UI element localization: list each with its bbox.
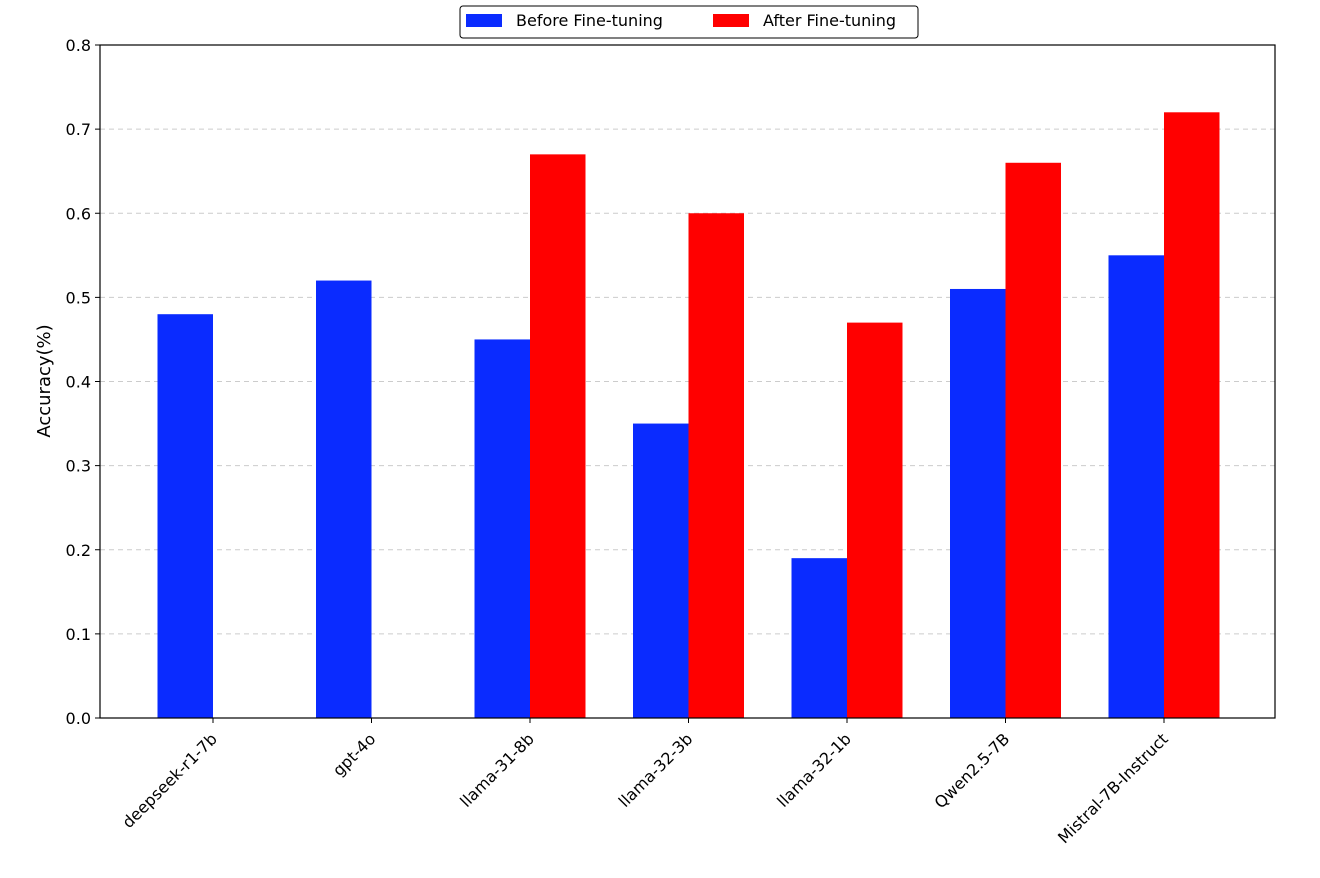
legend-swatch-before — [466, 14, 502, 27]
y-tick-label: 0.3 — [66, 457, 91, 476]
x-tick-label: deepseek-r1-7b — [118, 729, 220, 831]
y-tick-label: 0.1 — [66, 625, 91, 644]
x-tick-label: Mistral-7B-Instruct — [1054, 729, 1172, 847]
bar-after — [1005, 162, 1061, 718]
legend-label-after: After Fine-tuning — [763, 11, 896, 30]
x-axis: deepseek-r1-7b gpt-4o llama-31-8b llama-32-… — [118, 718, 1172, 847]
bar-before — [157, 314, 213, 718]
y-tick-label: 0.7 — [66, 120, 91, 139]
y-tick-label: 0.8 — [66, 36, 91, 55]
x-tick-label: gpt-4o — [329, 729, 379, 779]
bar-after — [530, 154, 586, 719]
bar-before — [1108, 255, 1164, 718]
legend: Before Fine-tuning After Fine-tuning — [459, 5, 919, 39]
bar-after — [1164, 112, 1220, 719]
x-tick-label: llama-32-1b — [773, 729, 855, 811]
bar-before — [791, 558, 847, 718]
bar-before — [633, 423, 689, 718]
y-tick-label: 0.6 — [66, 204, 91, 223]
legend-frame — [459, 5, 919, 39]
bar-before — [474, 339, 530, 718]
y-tick-label: 0.2 — [66, 541, 91, 560]
bar-before — [950, 288, 1006, 718]
x-tick-label: Qwen2.5-7B — [931, 729, 1014, 812]
bar-after — [847, 322, 903, 718]
bar-before — [316, 280, 372, 718]
x-tick-label: llama-32-3b — [615, 729, 697, 811]
y-tick-label: 0.5 — [66, 288, 91, 307]
y-tick-label: 0.0 — [66, 709, 91, 728]
bar-after — [688, 213, 744, 718]
y-tick-label: 0.4 — [66, 373, 91, 392]
y-axis: 0.0 0.1 0.2 0.3 0.4 0.5 0.6 0.7 0.8 — [66, 36, 100, 728]
x-tick-label: llama-31-8b — [456, 729, 538, 811]
bars — [157, 112, 1220, 719]
legend-swatch-after — [713, 14, 749, 27]
y-axis-title: Accuracy(%) — [34, 324, 55, 437]
legend-label-before: Before Fine-tuning — [516, 11, 663, 30]
